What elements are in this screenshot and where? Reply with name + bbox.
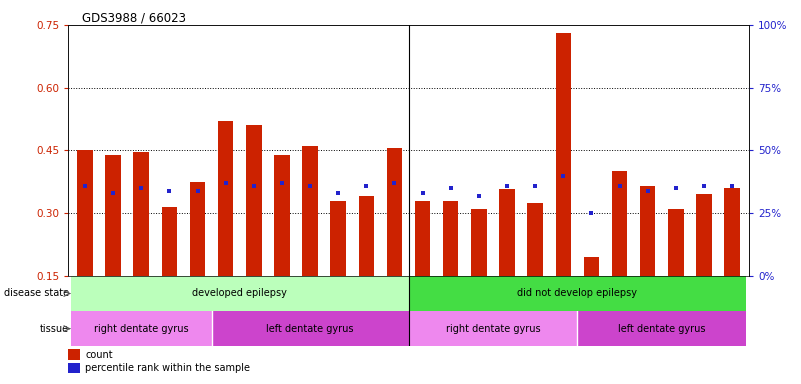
Bar [668,209,683,276]
Bar [612,171,627,276]
Bar [274,155,290,276]
Text: developed epilepsy: developed epilepsy [192,288,287,298]
Bar [578,311,746,346]
Point [107,190,119,196]
Bar [211,311,409,346]
Text: count: count [85,350,113,360]
Point [557,172,570,179]
Point [698,182,710,189]
Bar [724,188,740,276]
Bar [499,189,515,276]
Point [304,182,316,189]
Point [388,180,400,186]
Bar [527,203,543,276]
Point [332,190,344,196]
Text: tissue: tissue [39,324,69,334]
Point [191,187,204,194]
Text: right dentate gyrus: right dentate gyrus [445,324,540,334]
Bar [71,311,211,346]
Bar [162,207,177,276]
Bar [246,125,261,276]
Bar [556,33,571,276]
Bar [77,151,93,276]
Bar [106,155,121,276]
Point [445,185,457,191]
Text: right dentate gyrus: right dentate gyrus [94,324,188,334]
Bar [471,209,486,276]
Point [219,180,232,186]
Point [78,182,91,189]
Bar [409,276,746,311]
Bar [387,148,402,276]
Bar [68,349,80,360]
Point [642,187,654,194]
Point [473,192,485,199]
Bar [584,257,599,276]
Point [360,182,372,189]
Point [613,182,626,189]
Bar [71,276,409,311]
Point [135,185,147,191]
Text: GDS3988 / 66023: GDS3988 / 66023 [82,12,186,25]
Bar [359,197,374,276]
Point [417,190,429,196]
Bar [190,182,205,276]
Text: did not develop epilepsy: did not develop epilepsy [517,288,638,298]
Point [670,185,682,191]
Text: left dentate gyrus: left dentate gyrus [266,324,354,334]
Point [726,182,739,189]
Text: percentile rank within the sample: percentile rank within the sample [85,363,250,373]
Point [276,180,288,186]
Bar [409,311,578,346]
Bar [443,200,458,276]
Point [248,182,260,189]
Bar [134,152,149,276]
Point [163,187,175,194]
Bar [640,186,655,276]
Point [585,210,598,216]
Point [529,182,541,189]
Bar [68,363,80,373]
Bar [331,200,346,276]
Bar [302,146,318,276]
Bar [696,194,711,276]
Text: disease state: disease state [3,288,69,298]
Bar [415,200,430,276]
Point [501,182,513,189]
Text: left dentate gyrus: left dentate gyrus [618,324,706,334]
Bar [218,121,233,276]
